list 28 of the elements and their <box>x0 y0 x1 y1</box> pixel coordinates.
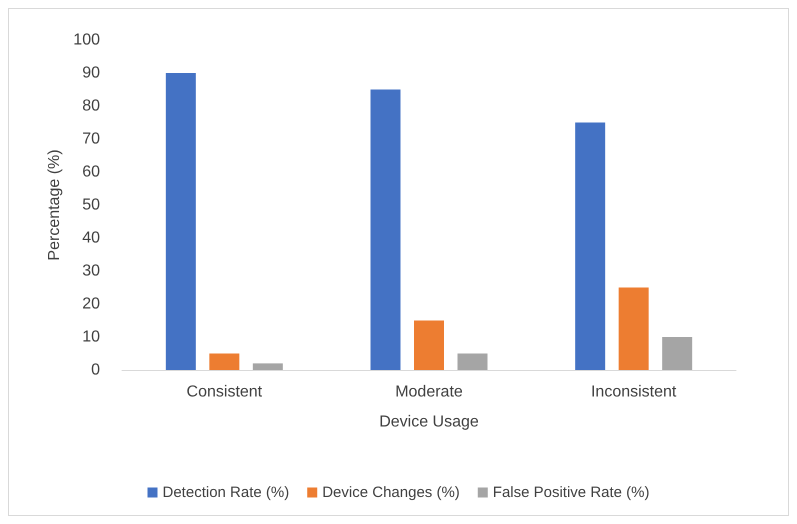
y-tick-label: 30 <box>82 262 100 280</box>
legend-label: Detection Rate (%) <box>162 484 290 501</box>
y-tick-label: 20 <box>82 296 100 312</box>
bar <box>252 363 283 370</box>
x-tick-label: Consistent <box>186 384 263 400</box>
y-tick-label: 40 <box>82 230 100 246</box>
y-tick-label: 60 <box>82 164 100 180</box>
bar <box>458 354 488 370</box>
x-tick-label: Moderate <box>395 384 463 400</box>
bar <box>209 354 240 370</box>
x-axis-title: Device Usage <box>379 414 479 430</box>
bar <box>575 122 606 370</box>
bar <box>166 73 196 370</box>
y-tick-label: 50 <box>82 196 100 214</box>
y-tick-label: 70 <box>82 130 100 148</box>
x-tick-label: Inconsistent <box>590 384 677 400</box>
legend-label: False Positive Rate (%) <box>492 484 650 501</box>
bar <box>414 320 444 370</box>
legend-label: Device Changes (%) <box>322 484 460 501</box>
bar <box>662 337 692 370</box>
bar <box>618 288 649 370</box>
y-tick-label: 80 <box>82 98 100 114</box>
y-tick-label: 0 <box>91 362 100 378</box>
y-tick-label: 90 <box>82 64 100 82</box>
bar <box>370 90 400 370</box>
y-axis-title: Percentage (%) <box>46 149 63 261</box>
y-tick-label: 10 <box>82 328 100 346</box>
y-tick-label: 100 <box>73 32 100 48</box>
